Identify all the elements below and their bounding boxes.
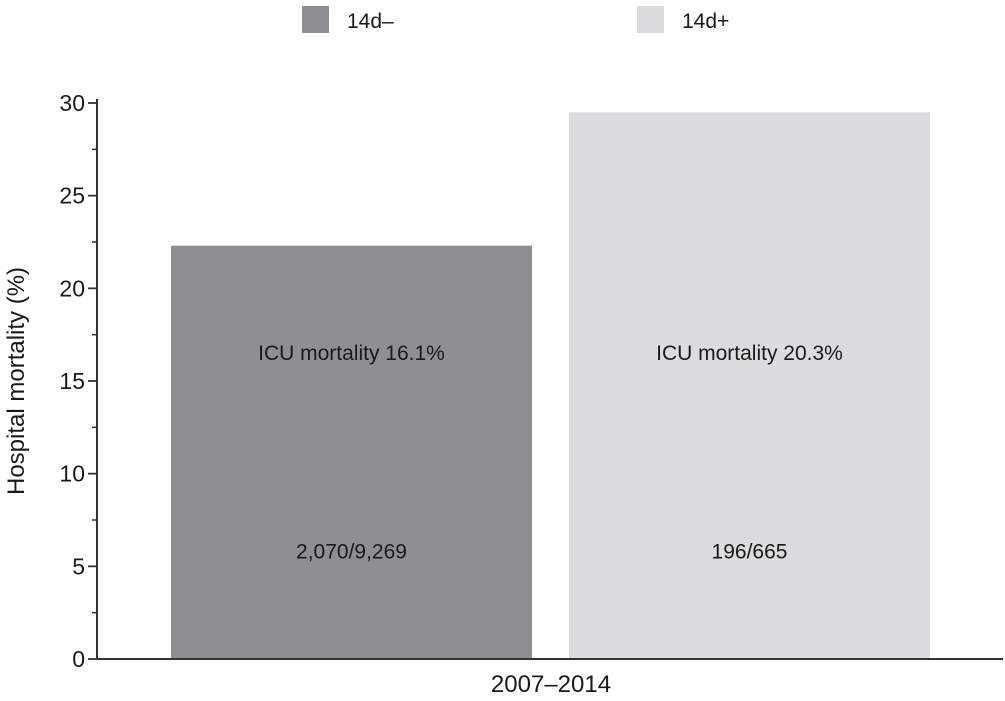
legend: 14d– 14d+ — [302, 6, 729, 33]
bar-annotation-count: 2,070/9,269 — [296, 541, 407, 564]
y-tick-label: 10 — [59, 461, 85, 487]
y-tick-label: 0 — [72, 646, 85, 672]
x-categories: 2007–2014 — [491, 671, 611, 698]
bar-annotations: ICU mortality 16.1% 2,070/9,269 ICU mortal… — [258, 342, 843, 563]
y-tick-label: 30 — [59, 90, 85, 116]
x-category-label: 2007–2014 — [491, 671, 611, 696]
bars — [171, 112, 930, 660]
bar-series-2 — [569, 112, 930, 660]
legend-label: 14d+ — [682, 10, 729, 33]
bar-annotation-icu: ICU mortality 20.3% — [656, 342, 843, 365]
y-tick-label: 5 — [72, 553, 85, 579]
legend-swatch — [637, 6, 664, 33]
y-tick-label: 15 — [59, 368, 85, 394]
legend-label: 14d– — [347, 10, 394, 33]
y-tick-label: 20 — [59, 275, 85, 301]
y-ticks: 0 5 10 15 20 25 30 — [59, 90, 97, 672]
legend-swatch — [302, 6, 329, 33]
bar-annotation-icu: ICU mortality 16.1% — [258, 342, 445, 365]
bar-series-1 — [171, 245, 532, 659]
y-tick-label: 25 — [59, 183, 85, 209]
bar-annotation-count: 196/665 — [712, 541, 788, 564]
y-axis-title: Hospital mortality (%) — [3, 267, 30, 495]
